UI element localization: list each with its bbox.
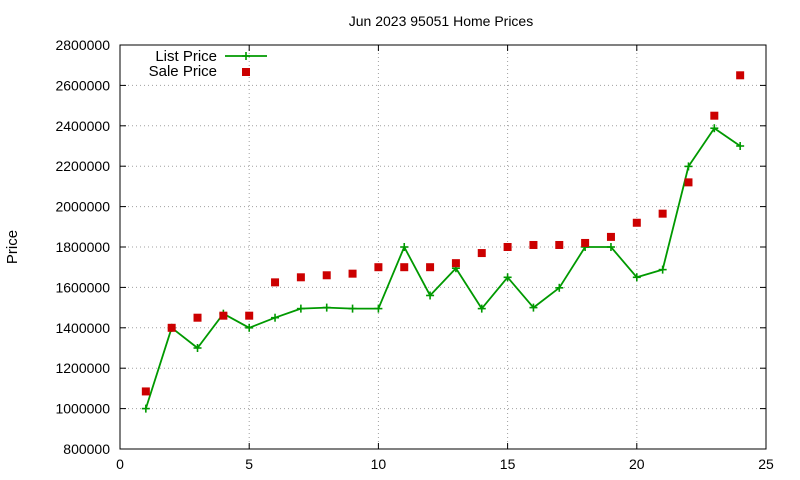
sale-price-point: [710, 111, 719, 120]
sale-price-point: [245, 311, 254, 320]
list-price-point: [374, 304, 383, 313]
sale-price-point: [736, 71, 745, 80]
sale-price-point: [555, 240, 564, 249]
legend: List Price Sale Price: [149, 48, 267, 80]
sale-price-point: [167, 323, 176, 332]
sale-price-point: [632, 218, 641, 227]
list-price-point: [426, 291, 435, 300]
x-tick-label: 10: [371, 456, 387, 472]
y-tick-label: 1200000: [55, 360, 110, 376]
sale-price-point: [606, 232, 615, 241]
sale-price-point: [400, 263, 409, 272]
y-tick-label: 2000000: [55, 199, 110, 215]
y-tick-label: 2200000: [55, 158, 110, 174]
sale-price-point: [193, 313, 202, 322]
list-price-point: [555, 283, 564, 292]
x-tick-label: 20: [629, 456, 645, 472]
y-tick-label: 2400000: [55, 118, 110, 134]
list-price-point: [529, 303, 538, 312]
y-tick-label: 2800000: [55, 37, 110, 53]
list-price-point: [141, 404, 150, 413]
sale-price-point: [658, 209, 667, 218]
sale-price-point: [529, 240, 538, 249]
sale-price-point: [451, 259, 460, 268]
sale-price-point: [426, 263, 435, 272]
list-price-point: [477, 304, 486, 313]
x-tick-label: 0: [116, 456, 124, 472]
y-tick-label: 1800000: [55, 239, 110, 255]
list-price-point: [271, 313, 280, 322]
sale-price-point: [219, 311, 228, 320]
plot-frame: [119, 44, 767, 450]
sale-price-point: [348, 269, 357, 278]
list-price-point: [710, 124, 719, 133]
y-axis-ticks: 800000 1000000 1200000 1400000 1600000 180000…: [55, 37, 766, 457]
list-price-point: [348, 304, 357, 313]
sale-price-point: [477, 249, 486, 258]
x-tick-label: 25: [758, 456, 774, 472]
list-price-point: [400, 243, 409, 251]
y-tick-label: 1400000: [55, 320, 110, 336]
legend-sample-list-price: [225, 52, 267, 60]
sale-price-point: [684, 178, 693, 187]
x-tick-label: 15: [500, 456, 516, 472]
list-price-point: [684, 162, 693, 171]
list-price-point: [736, 142, 745, 150]
list-price-point: [606, 243, 615, 251]
list-price-point: [322, 303, 331, 312]
chart-title: Jun 2023 95051 Home Prices: [349, 13, 533, 29]
legend-sample-sale-price: [242, 68, 250, 76]
list-price-point: [245, 323, 254, 332]
list-price-point: [193, 344, 202, 352]
y-tick-label: 2600000: [55, 77, 110, 93]
sale-price-point: [271, 278, 280, 287]
y-tick-label: 800000: [63, 441, 110, 457]
sale-price-point: [581, 238, 590, 247]
list-price-point: [503, 273, 512, 282]
list-price-point: [296, 304, 305, 313]
sale-price-point: [322, 271, 331, 280]
sale-price-point: [374, 263, 383, 272]
y-axis-label: Price: [4, 230, 21, 264]
legend-marker-list-price: [242, 52, 250, 60]
x-tick-label: 5: [245, 456, 253, 472]
y-tick-label: 1000000: [55, 401, 110, 417]
sale-price-point: [296, 273, 305, 282]
legend-marker-sale-price: [242, 68, 250, 76]
legend-label-list-price: List Price: [155, 48, 217, 65]
list-price-point: [632, 273, 641, 282]
sale-price-point: [503, 243, 512, 251]
y-tick-label: 1600000: [55, 279, 110, 295]
legend-label-sale-price: Sale Price: [149, 63, 217, 80]
sale-price-point: [141, 387, 150, 396]
list-price-point: [658, 265, 667, 274]
grid-lines: [120, 45, 766, 449]
list-price-line: [144, 127, 741, 409]
series-sale-price: [141, 71, 745, 396]
